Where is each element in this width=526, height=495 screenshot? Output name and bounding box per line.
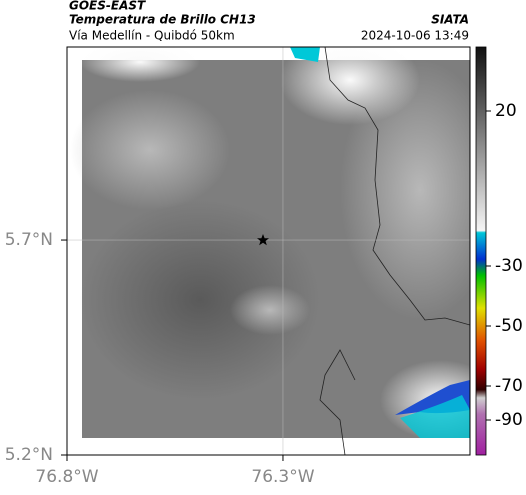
x-tick-label: 76.8°W: [35, 467, 98, 487]
subtitle: Vía Medellín - Quibdó 50km: [69, 29, 235, 43]
colorbar-tick-label: 20: [495, 101, 517, 121]
title: Temperatura de Brillo CH13: [69, 13, 256, 27]
colorbar-tick-label: -30: [495, 256, 523, 276]
y-tick-label: 5.2°N: [5, 445, 53, 465]
map-frame: [66, 46, 471, 456]
colorbar-tick-label: -50: [495, 316, 523, 336]
colorbar: [475, 46, 487, 456]
brand: SIATA: [431, 13, 469, 27]
colorbar-tick-label: -70: [495, 376, 523, 396]
colorbar-tick-label: -90: [495, 410, 523, 430]
source: GOES-EAST: [69, 0, 146, 13]
satellite-image: [67, 47, 470, 455]
y-tick-label: 5.7°N: [5, 230, 53, 250]
location-star: [257, 234, 269, 246]
borders: [319, 47, 470, 455]
datetime: 2024-10-06 13:49: [361, 29, 469, 43]
x-tick-label: 76.3°W: [251, 467, 314, 487]
